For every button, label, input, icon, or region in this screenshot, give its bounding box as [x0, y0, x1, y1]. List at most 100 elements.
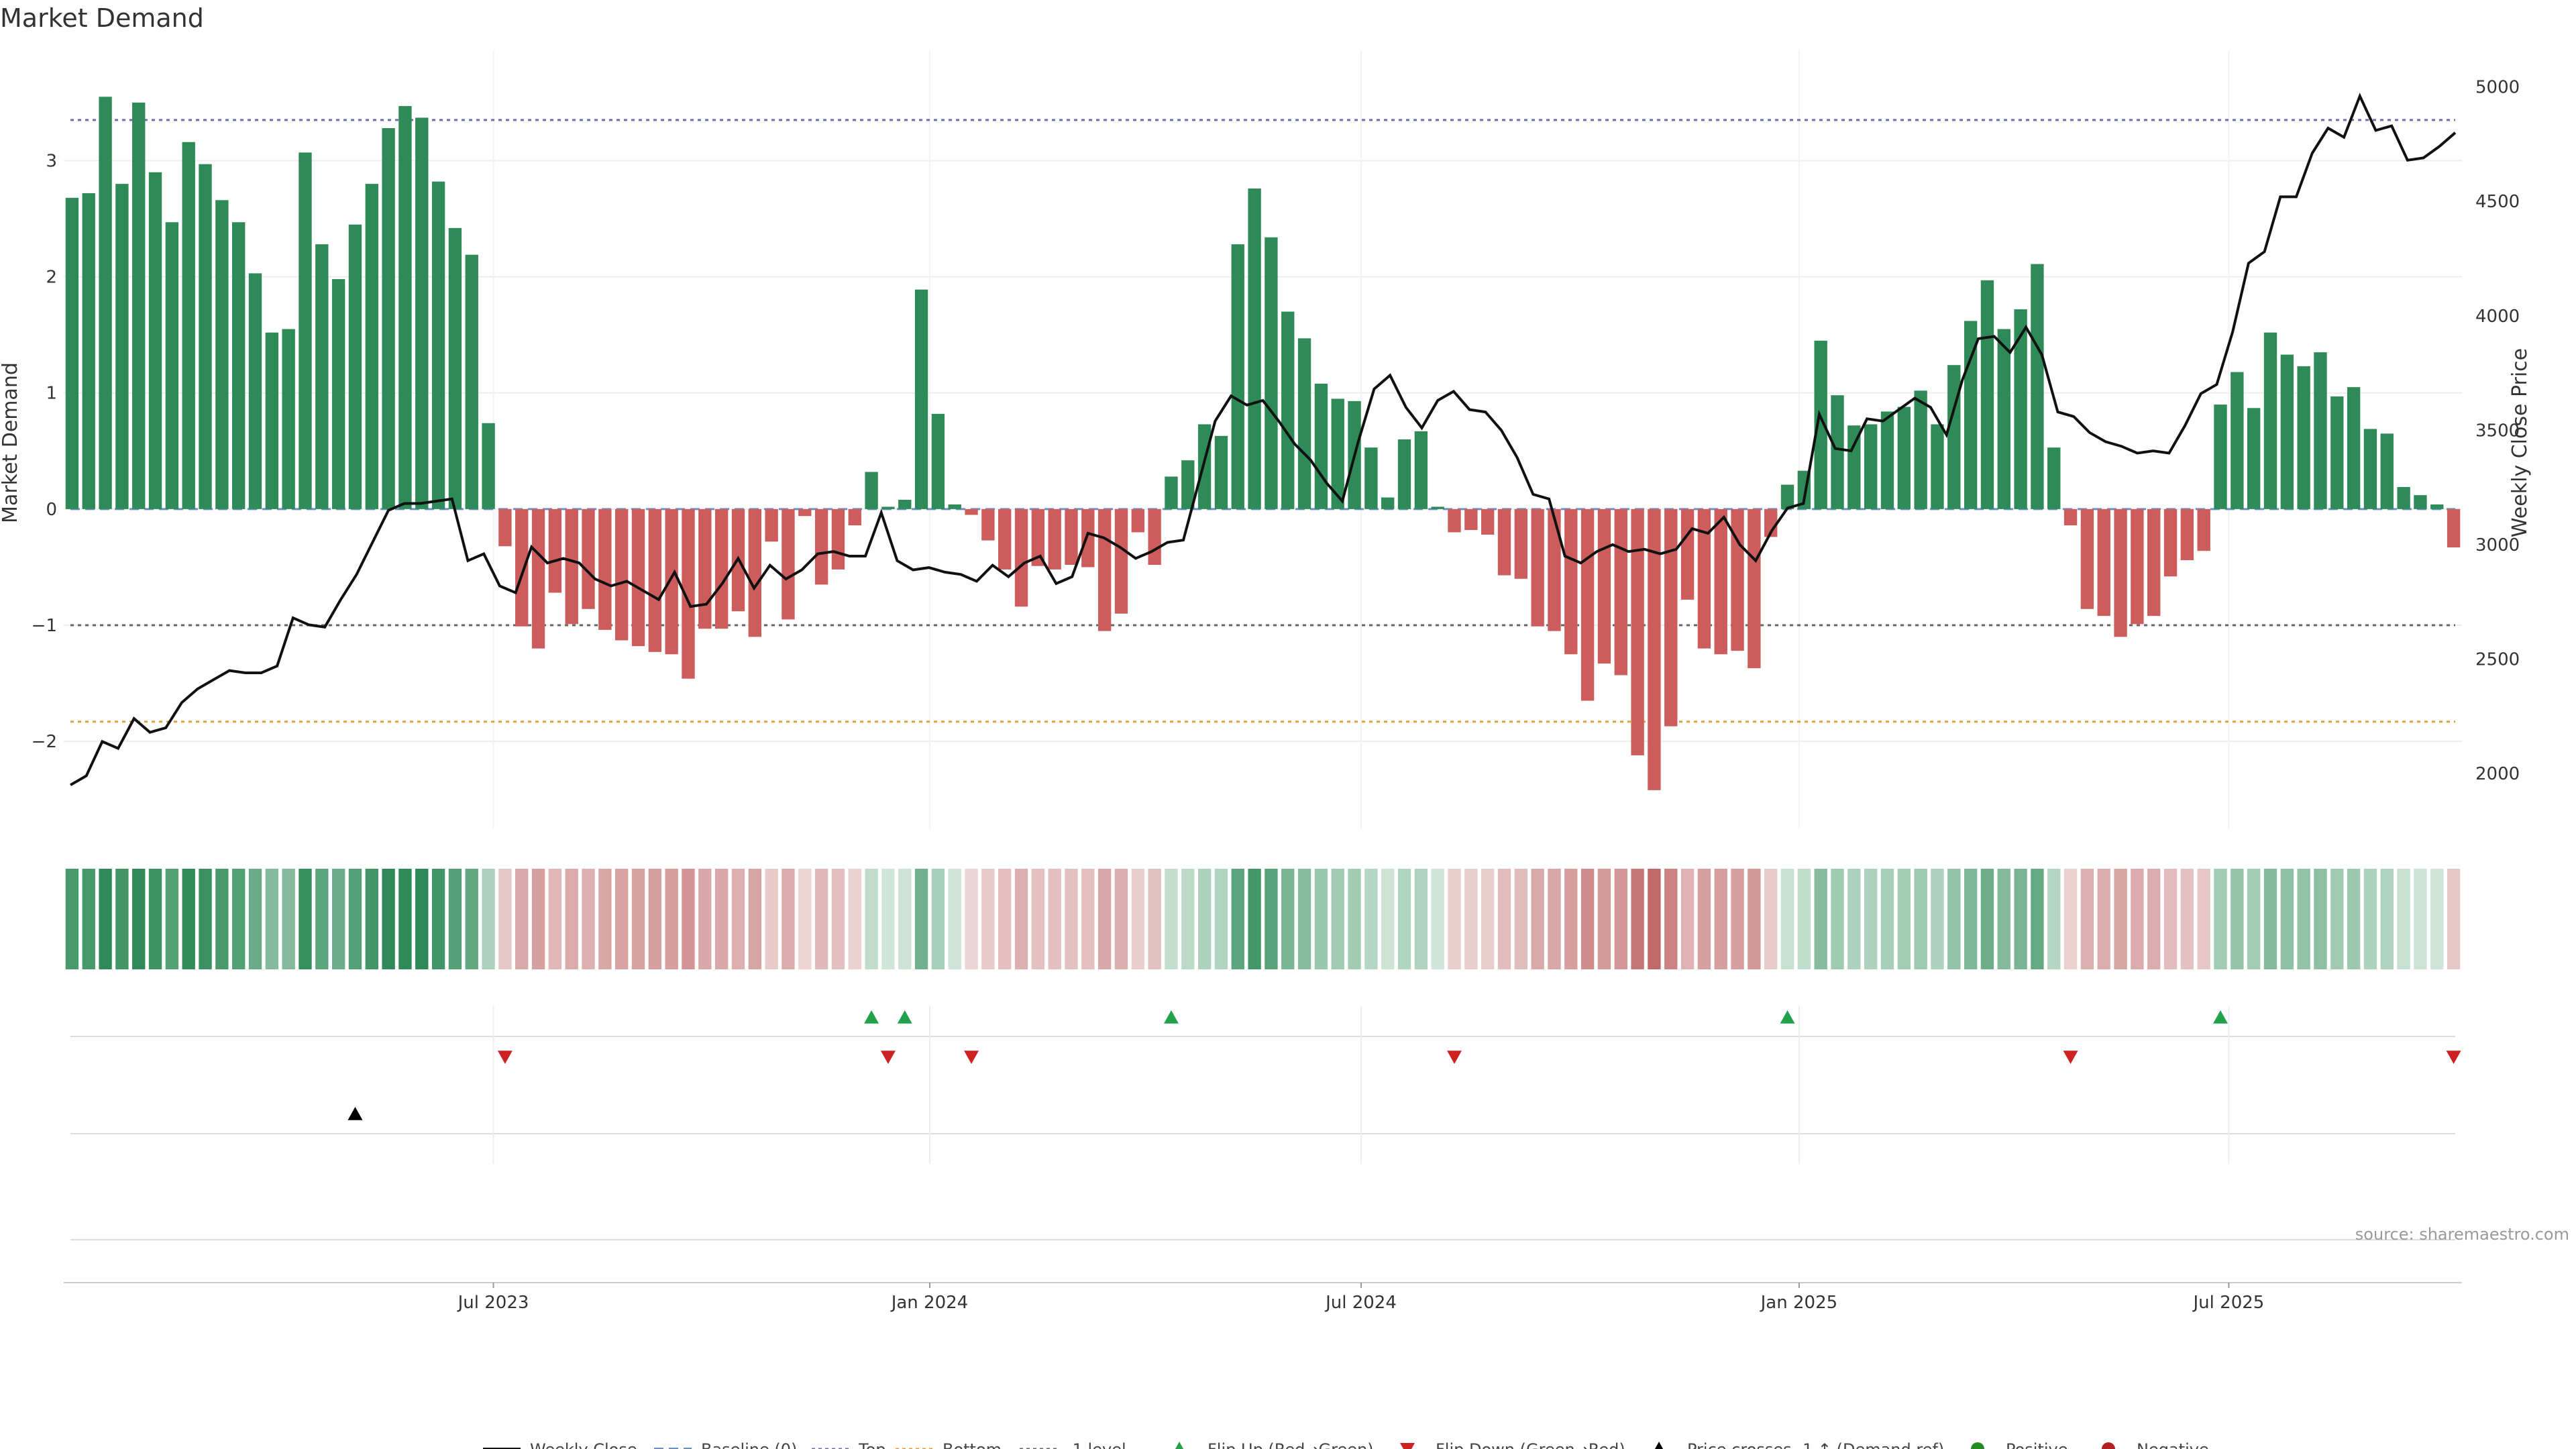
- heat-cell: [1281, 869, 1295, 969]
- heat-cell: [82, 869, 95, 969]
- demand-bar: [1481, 508, 1495, 535]
- demand-bar: [1364, 447, 1378, 509]
- legend-label: Flip Down (Green→Red): [1436, 1440, 1625, 1449]
- heat-cell: [2297, 869, 2310, 969]
- heat-cell: [2163, 869, 2178, 969]
- legend-label: Negative: [2137, 1440, 2209, 1449]
- left-axis-ticks: −2 −1 0 1 2 3: [32, 151, 57, 752]
- heat-cell: [582, 869, 595, 969]
- heat-cell: [431, 869, 445, 969]
- demand-bar: [1514, 508, 1527, 579]
- demand-bar: [881, 506, 895, 509]
- heat-cell: [814, 869, 828, 969]
- flip-up-marker: [1163, 1010, 1179, 1024]
- heat-cell: [365, 869, 378, 969]
- heat-cell: [2147, 869, 2161, 969]
- legend-item: Positive: [1971, 1440, 2068, 1449]
- demand-bar: [1847, 425, 1861, 509]
- demand-bar: [2131, 508, 2144, 625]
- demand-bar: [1331, 398, 1344, 509]
- heat-cell: [1248, 869, 1261, 969]
- demand-bar: [1148, 508, 1161, 565]
- heat-cell: [1214, 869, 1228, 969]
- chart-title: Market Demand: [0, 3, 204, 33]
- legend-item: Flip Up (Red→Green): [1175, 1440, 1374, 1449]
- heat-cell: [182, 869, 195, 969]
- flip-down-marker: [1447, 1051, 1462, 1064]
- heat-cell: [765, 869, 778, 969]
- demand-bar: [698, 508, 712, 629]
- heat-cell: [1397, 869, 1411, 969]
- demand-bar: [565, 508, 578, 625]
- demand-bar: [1248, 189, 1261, 509]
- demand-bar: [998, 508, 1012, 570]
- demand-heat-strip: [65, 869, 2461, 969]
- heat-cell: [2231, 869, 2244, 969]
- heat-cell: [2314, 869, 2327, 969]
- demand-bar: [531, 508, 545, 649]
- demand-bar: [2114, 508, 2127, 637]
- legend-item: Price crosses -1 ↑ (Demand ref): [1654, 1440, 1944, 1449]
- heat-cell: [2214, 869, 2227, 969]
- heat-cell: [648, 869, 662, 969]
- heat-cell: [1081, 869, 1095, 969]
- demand-bar: [2280, 354, 2294, 509]
- demand-bar: [914, 289, 928, 509]
- right-tick-label: 2500: [2475, 650, 2520, 670]
- demand-bar: [1564, 508, 1578, 655]
- demand-bar: [2414, 495, 2427, 509]
- heat-cell: [1231, 869, 1244, 969]
- heat-cell: [1947, 869, 1961, 969]
- legend-label: Positive: [2006, 1440, 2068, 1449]
- demand-bar: [199, 164, 212, 509]
- demand-bar: [782, 508, 795, 620]
- x-tick-label: Jul 2024: [1324, 1293, 1397, 1313]
- heat-cell: [498, 869, 512, 969]
- demand-bar: [1281, 311, 1295, 509]
- demand-bar: [448, 227, 462, 509]
- flip-up-marker: [864, 1010, 879, 1024]
- heat-cell: [1880, 869, 1894, 969]
- left-tick-label: −2: [32, 732, 57, 752]
- heat-cell: [1631, 869, 1644, 969]
- heat-cell: [448, 869, 462, 969]
- heat-cell: [598, 869, 612, 969]
- triangle-up-icon: [1175, 1442, 1184, 1449]
- heat-cell: [531, 869, 545, 969]
- heat-cell: [1014, 869, 1028, 969]
- demand-bar: [2214, 405, 2227, 509]
- demand-bar: [1664, 508, 1678, 727]
- demand-bar: [398, 106, 412, 509]
- demand-bar: [1531, 508, 1544, 627]
- demand-bar: [415, 117, 429, 509]
- demand-bar: [215, 200, 229, 509]
- heat-cell: [848, 869, 861, 969]
- demand-bar: [465, 254, 478, 509]
- heat-cell: [782, 869, 795, 969]
- legend-label: Baseline (0): [701, 1440, 797, 1449]
- demand-bar: [1097, 508, 1112, 631]
- heat-cell: [948, 869, 961, 969]
- legend-label: Bottom: [943, 1440, 1002, 1449]
- heat-cell: [1131, 869, 1144, 969]
- demand-bar: [948, 504, 961, 509]
- demand-bar: [665, 508, 678, 655]
- legend-item: Flip Down (Green→Red): [1400, 1440, 1625, 1449]
- demand-bar: [2430, 504, 2444, 509]
- heat-cell: [2131, 869, 2144, 969]
- demand-bar: [1880, 411, 1894, 509]
- heat-cell: [2447, 869, 2461, 969]
- right-axis-ticks: 2000 2500 3000 3500 4000 4500 5000: [2475, 78, 2520, 785]
- reference-lines: [70, 119, 2455, 723]
- heat-cell: [731, 869, 745, 969]
- heat-cell: [199, 869, 212, 969]
- heat-cell: [1831, 869, 1844, 969]
- heat-cell: [2380, 869, 2394, 969]
- demand-bar: [1397, 439, 1411, 509]
- demand-bar: [2147, 508, 2161, 616]
- dot-icon: [2102, 1442, 2115, 1449]
- demand-bar: [365, 184, 378, 509]
- demand-bar: [1780, 484, 1794, 509]
- heat-cell: [1114, 869, 1128, 969]
- demand-bar: [1697, 508, 1711, 649]
